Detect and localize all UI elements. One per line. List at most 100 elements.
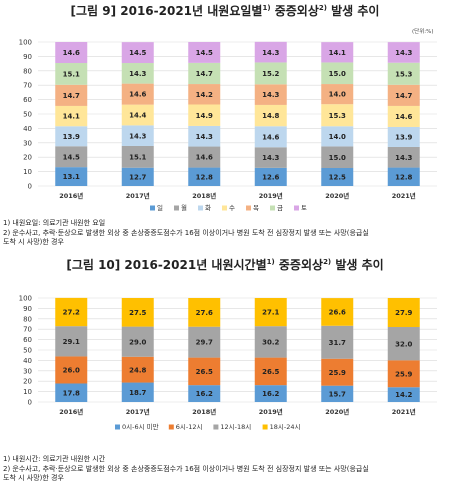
chart1-data-label: 14.3 bbox=[262, 49, 279, 57]
chart1-bar-segment bbox=[121, 42, 154, 64]
chart1-bar-segment bbox=[254, 62, 287, 85]
chart2-data-label: 16.2 bbox=[196, 390, 213, 398]
chart2-bar-segment bbox=[121, 298, 154, 327]
chart1-bar-segment bbox=[321, 84, 354, 105]
chart1-category-label: 2016년 bbox=[59, 191, 83, 200]
chart2-title-prefix: [그림 10] 2016-2021년 내원시간별 bbox=[66, 258, 267, 272]
chart1-bar-segment bbox=[188, 42, 221, 63]
chart1-ytick-label: 10 bbox=[23, 168, 32, 176]
chart1-bar-segment bbox=[387, 105, 420, 127]
chart1-bar-segment bbox=[188, 84, 221, 105]
chart1-data-label: 14.5 bbox=[196, 49, 213, 57]
chart1-bar-segment bbox=[387, 84, 420, 106]
chart1-legend-swatch bbox=[222, 205, 227, 211]
chart1-title-prefix: [그림 9] 2016-2021년 내원요일별 bbox=[70, 4, 263, 18]
chart2-data-label: 26.6 bbox=[329, 309, 346, 317]
chart1-title-sup2: 2) bbox=[318, 4, 327, 12]
chart1-bar-segment bbox=[321, 146, 354, 168]
chart2-data-label: 27.5 bbox=[129, 309, 146, 317]
chart2-data-label: 16.2 bbox=[262, 390, 279, 398]
chart2-ytick-label: 100 bbox=[19, 295, 32, 303]
chart1-bar-segment bbox=[254, 41, 287, 63]
chart2-title: [그림 10] 2016-2021년 내원시간별1) 중증외상2) 발생 추이 bbox=[0, 256, 450, 273]
chart1-ytick-label: 30 bbox=[23, 139, 32, 147]
chart2-data-label: 29.7 bbox=[196, 339, 213, 347]
chart2-bar-segment bbox=[121, 382, 154, 402]
chart1-data-label: 14.0 bbox=[329, 91, 346, 99]
chart1-data-label: 12.8 bbox=[395, 173, 412, 181]
chart2-data-label: 30.2 bbox=[262, 338, 279, 346]
chart2-title-suffix: 발생 추이 bbox=[331, 258, 384, 272]
chart2-note-2: 2) 운수사고, 추락·둔상으로 발생한 외상 중 손상중증도점수가 16점 이… bbox=[3, 464, 369, 473]
chart2-data-label: 27.1 bbox=[262, 309, 279, 317]
chart2-data-label: 18.7 bbox=[129, 389, 146, 397]
chart1-bar-segment bbox=[188, 125, 221, 147]
chart1-legend-label: 토 bbox=[301, 204, 307, 212]
chart2-bar-segment bbox=[254, 326, 287, 358]
chart2-data-label: 29.0 bbox=[129, 338, 146, 346]
chart2-bar-segment bbox=[321, 298, 354, 326]
chart1-ytick-label: 100 bbox=[19, 39, 32, 47]
chart2-title-mid: 중증외상 bbox=[274, 258, 324, 272]
chart1-bar-segment bbox=[55, 105, 88, 127]
chart1-data-label: 15.2 bbox=[262, 70, 279, 78]
chart1-category-label: 2019년 bbox=[259, 191, 283, 200]
chart1-legend-label: 금 bbox=[277, 204, 283, 212]
chart1-legend-label: 목 bbox=[253, 204, 259, 212]
chart2-data-label: 26.5 bbox=[262, 368, 279, 376]
chart1-bar-segment bbox=[254, 147, 287, 168]
chart2-bar-segment bbox=[55, 297, 88, 327]
chart2-legend-label: 0시-6시 미만 bbox=[122, 422, 159, 431]
chart1-bar-segment bbox=[188, 104, 221, 126]
chart1-title-suffix: 발생 추이 bbox=[326, 4, 380, 18]
chart1-bar-segment bbox=[55, 84, 88, 106]
chart1-bar-segment bbox=[188, 62, 221, 85]
chart2-ytick-label: 50 bbox=[23, 347, 32, 355]
chart1-bar-segment bbox=[254, 167, 287, 186]
chart1-bar-segment bbox=[254, 104, 287, 127]
chart1-data-label: 14.0 bbox=[329, 133, 346, 141]
chart1-data-label: 14.3 bbox=[196, 133, 213, 141]
chart1-note-3: 도착 시 사망)한 경우 bbox=[3, 238, 64, 246]
chart1-data-label: 14.7 bbox=[63, 92, 80, 100]
chart1-bar-segment bbox=[188, 146, 221, 168]
chart1-data-label: 14.1 bbox=[63, 113, 80, 121]
chart1-data-label: 15.3 bbox=[395, 70, 412, 78]
chart1-data-label: 13.9 bbox=[63, 133, 80, 141]
chart1-category-label: 2017년 bbox=[126, 191, 150, 200]
chart2-legend-label: 6시-12시 bbox=[176, 423, 203, 431]
chart1-data-label: 14.3 bbox=[262, 154, 279, 162]
chart1-bar-segment bbox=[321, 42, 354, 63]
chart2-bar-segment bbox=[321, 385, 354, 402]
chart1-legend-swatch bbox=[150, 205, 155, 211]
chart1-data-label: 14.3 bbox=[395, 154, 412, 162]
chart1-bar-segment bbox=[321, 168, 354, 186]
chart2-legend-label: 18시-24시 bbox=[270, 423, 301, 431]
chart2-ytick-label: 10 bbox=[23, 388, 32, 396]
chart1-legend-swatch bbox=[198, 205, 203, 211]
chart2-data-label: 27.6 bbox=[196, 309, 213, 317]
chart1-data-label: 15.1 bbox=[129, 153, 146, 161]
chart1-legend-swatch bbox=[294, 205, 299, 211]
chart1-bar-segment bbox=[387, 42, 420, 63]
chart2-data-label: 24.8 bbox=[129, 366, 146, 374]
chart1-category-label: 2020년 bbox=[325, 191, 349, 200]
chart2-category-label: 2018년 bbox=[192, 407, 216, 416]
chart1-bar-segment bbox=[321, 104, 354, 127]
chart2-ytick-label: 40 bbox=[23, 357, 32, 365]
chart1-data-label: 12.7 bbox=[129, 173, 146, 181]
chart1-ytick-label: 40 bbox=[23, 125, 32, 133]
chart2-bar-segment bbox=[254, 385, 287, 402]
chart2-bar-segment bbox=[387, 327, 420, 361]
chart2-category-label: 2016년 bbox=[59, 407, 83, 416]
chart2-bar-segment bbox=[254, 298, 287, 327]
chart1-bar-segment bbox=[121, 63, 154, 84]
chart2-data-label: 15.7 bbox=[329, 390, 346, 398]
chart2-stacked-bar-chart: 0 10 20 30 40 50 60 70 80 90 100 17.8 26.0 29.1 27.2 20… bbox=[19, 295, 437, 431]
chart1-data-label: 12.8 bbox=[196, 173, 213, 181]
chart1-data-label: 15.1 bbox=[63, 70, 80, 78]
chart1-data-label: 14.6 bbox=[196, 154, 213, 162]
chart2-legend-swatch bbox=[262, 424, 268, 430]
chart2-bar-segment bbox=[188, 326, 221, 358]
chart1-category-label: 2018년 bbox=[192, 191, 216, 200]
